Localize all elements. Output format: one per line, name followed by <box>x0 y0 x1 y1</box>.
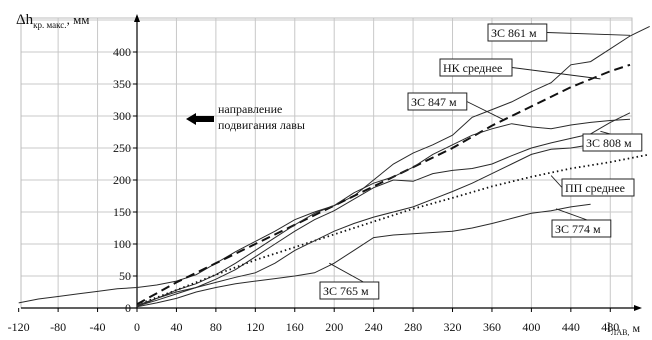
series-line <box>137 119 630 307</box>
label-leader <box>551 176 562 188</box>
series-label: ЗС 847 м <box>411 95 457 109</box>
y-tick-label: 100 <box>113 237 131 251</box>
y-tick-label: 150 <box>113 205 131 219</box>
y-tick-label: 300 <box>113 109 131 123</box>
x-axis-arrow-icon <box>634 305 642 311</box>
label-leader <box>547 33 630 36</box>
x-tick-label: 240 <box>365 320 383 334</box>
direction-arrow-icon <box>186 113 214 125</box>
series-label: ЗС 861 м <box>491 26 537 40</box>
x-tick-label: -120 <box>8 320 30 334</box>
y-tick-label: 200 <box>113 173 131 187</box>
y-tick-label: 400 <box>113 45 131 59</box>
y-tick-label: 250 <box>113 141 131 155</box>
x-tick-label: 280 <box>404 320 422 334</box>
grid <box>21 18 632 308</box>
tick-labels: -120 -80 -40 0 40 80 120 160 200 240 280 320 360 400 4… <box>8 45 620 334</box>
y-tick-label: 0 <box>125 301 131 315</box>
series-line <box>137 65 630 304</box>
direction-annotation: направление подвигания лавы <box>186 102 305 132</box>
direction-line-1: направление <box>218 102 282 116</box>
series-labels: ЗС 861 м НК среднее ЗС 847 м ЗС 808 м ПП сре… <box>320 24 642 299</box>
x-tick-label: 0 <box>134 320 140 334</box>
series-line <box>137 145 591 306</box>
direction-line-2: подвигания лавы <box>218 118 305 132</box>
y-tick-label: 50 <box>119 269 131 283</box>
label-leader <box>512 68 600 79</box>
x-tick-label: 200 <box>325 320 343 334</box>
series-label: ЗС 774 м <box>555 222 601 236</box>
y-tick-label: 350 <box>113 77 131 91</box>
y-axis-label: Δhкр. макс., мм <box>16 12 90 30</box>
series-label: ЗС 808 м <box>586 136 632 150</box>
x-tick-label: 320 <box>444 320 462 334</box>
series-label: ЗС 765 м <box>323 284 369 298</box>
x-tick-label: 360 <box>483 320 501 334</box>
x-tick-label: 80 <box>210 320 222 334</box>
x-tick-label: 160 <box>286 320 304 334</box>
x-tick-label: 440 <box>562 320 580 334</box>
series-label: ПП среднее <box>565 181 625 195</box>
plot-frame <box>21 18 632 308</box>
x-tick-label: -80 <box>50 320 66 334</box>
series-label: НК среднее <box>443 61 502 75</box>
x-tick-label: 400 <box>522 320 540 334</box>
x-tick-label: 40 <box>170 320 182 334</box>
x-tick-label: -40 <box>90 320 106 334</box>
x-tick-label: 120 <box>246 320 264 334</box>
